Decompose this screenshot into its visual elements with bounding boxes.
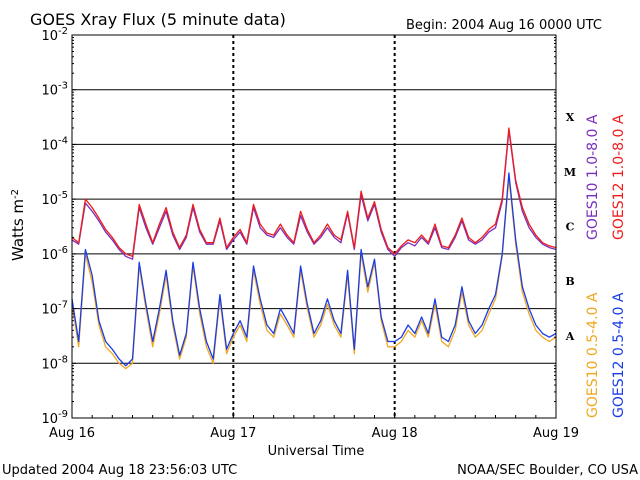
series-line-goes12-1-0-8-0-a (71, 127, 557, 258)
y-tick-base: 10 (41, 84, 58, 99)
y-tick-label: 10-2 (41, 26, 68, 44)
plot-area (72, 34, 556, 419)
y-axis-label: Watts m-2 (9, 189, 27, 261)
flare-class-label: A (565, 330, 575, 343)
footer-updated: Updated 2004 Aug 18 23:56:03 UTC (2, 463, 237, 478)
x-tick-label: Aug 18 (372, 426, 418, 441)
plot-frame (71, 34, 557, 419)
y-tick-label: 10-6 (41, 245, 68, 263)
y-tick-label: 10-4 (41, 135, 68, 153)
series-line-goes10-0-5-4-0-a (71, 176, 557, 370)
y-tick-exponent: -8 (58, 354, 68, 365)
y-tick-exponent: -3 (58, 81, 68, 92)
legend-entry-goes12-0-5-4-0-a: GOES12 0.5-4.0 A (611, 292, 627, 418)
x-tick-label: Aug 16 (49, 426, 95, 441)
x-axis-label: Universal Time (268, 444, 365, 459)
flare-class-label: X (566, 111, 575, 124)
legend-entry-goes10-0-5-4-0-a: GOES10 0.5-4.0 A (585, 292, 601, 418)
legend: GOES10 1.0-8.0 A GOES12 1.0-8.0 A GOES10 0… (585, 114, 627, 418)
flare-class-label: C (566, 221, 575, 234)
y-tick-label: 10-7 (41, 300, 68, 318)
y-tick-base: 10 (41, 29, 58, 44)
y-tick-label: 10-5 (41, 190, 68, 208)
y-tick-label: 10-8 (41, 354, 68, 372)
y-axis-label-superscript: -2 (10, 189, 21, 199)
flare-class-label: M (564, 166, 576, 179)
x-tick-label: Aug 19 (533, 426, 579, 441)
y-tick-base: 10 (41, 138, 58, 153)
y-axis-label-text: Watts m (9, 199, 27, 261)
y-tick-label: 10-9 (41, 409, 68, 427)
svg-text:Watts m-2: Watts m-2 (9, 189, 27, 261)
y-tick-base: 10 (41, 193, 58, 208)
y-tick-exponent: -6 (58, 245, 68, 256)
y-tick-exponent: -9 (58, 409, 68, 420)
begin-date-label: Begin: 2004 Aug 16 0000 UTC (406, 18, 602, 33)
series-line-goes12-0-5-4-0-a (71, 172, 557, 367)
y-tick-label: 10-3 (41, 81, 68, 99)
y-tick-exponent: -2 (58, 26, 68, 37)
footer-source: NOAA/SEC Boulder, CO USA (457, 463, 638, 478)
y-tick-base: 10 (41, 303, 58, 318)
chart-title: GOES Xray Flux (5 minute data) (30, 10, 286, 29)
y-tick-base: 10 (41, 357, 58, 372)
y-tick-base: 10 (41, 412, 58, 427)
y-tick-base: 10 (41, 248, 58, 263)
y-tick-exponent: -4 (58, 135, 68, 146)
y-tick-exponent: -5 (58, 190, 68, 201)
legend-entry-goes12-1-0-8-0-a: GOES12 1.0-8.0 A (611, 114, 627, 240)
x-tick-label: Aug 17 (210, 426, 256, 441)
series-layer (71, 127, 557, 370)
legend-entry-goes10-1-0-8-0-a: GOES10 1.0-8.0 A (585, 114, 601, 240)
series-line-goes10-1-0-8-0-a (71, 129, 557, 260)
y-tick-exponent: -7 (58, 300, 68, 311)
flare-class-label: B (565, 275, 574, 288)
